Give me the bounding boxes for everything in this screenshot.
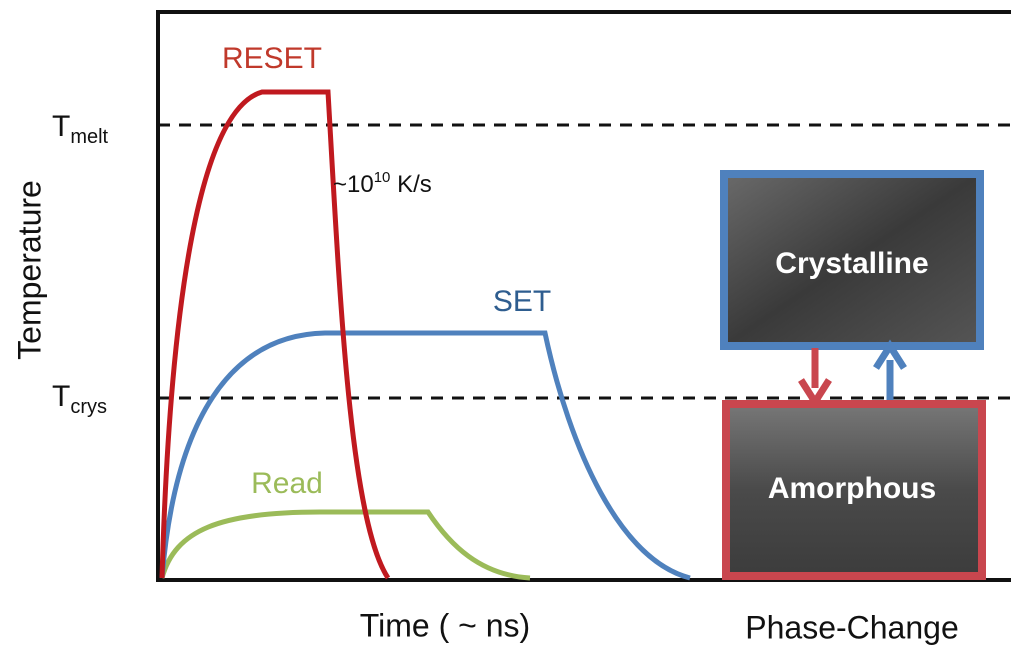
reset-label: RESET [222, 42, 322, 75]
crys-sub: crys [70, 396, 107, 418]
amorphous-label: Amorphous [768, 472, 936, 505]
x-axis-label: Time ( ~ ns) [360, 607, 530, 643]
down-arrow-head [798, 378, 832, 409]
rate-exponent: 10 [374, 169, 391, 186]
set-label: SET [493, 285, 551, 318]
rate-unit: K/s [390, 171, 431, 198]
melt-sub: melt [70, 126, 108, 148]
up-arrow-head [873, 339, 907, 370]
crystalline-label: Crystalline [775, 247, 928, 280]
read-label: Read [251, 467, 323, 500]
amorphous-box [722, 400, 986, 580]
crys-level: Tcrys [52, 380, 107, 418]
arrows [798, 339, 907, 409]
crystalline-box [720, 170, 984, 350]
rate-prefix: ~10 [333, 171, 374, 198]
reset-pulse [159, 89, 391, 580]
rate-label: ~1010 K/s [333, 169, 432, 198]
crys-main: T [52, 380, 70, 413]
melt-level: Tmelt [52, 110, 109, 148]
melt-main: T [52, 110, 70, 143]
y-axis-label: Temperature [11, 180, 47, 360]
phase-caption: Phase-Change [745, 609, 958, 645]
set-pulse [159, 330, 691, 581]
read-pulse [159, 509, 531, 581]
